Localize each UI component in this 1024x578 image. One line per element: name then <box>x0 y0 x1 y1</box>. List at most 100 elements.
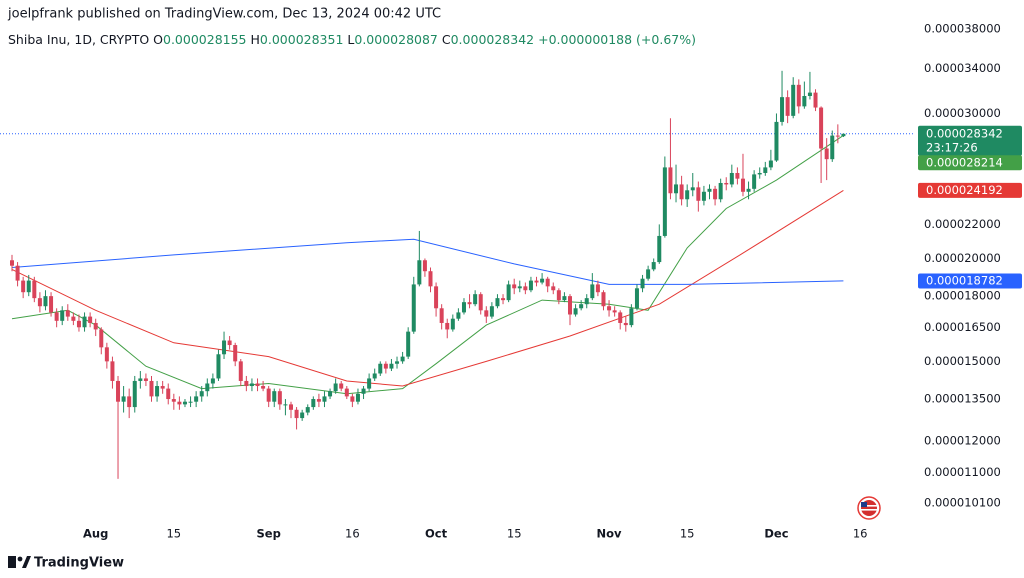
candle-body <box>685 190 690 200</box>
candle-body <box>835 135 840 137</box>
x-tick-label: 15 <box>166 527 181 541</box>
candle-body <box>54 312 59 321</box>
ma-value-box <box>918 182 1022 198</box>
candle-body <box>674 184 679 194</box>
candle-body <box>707 188 712 192</box>
x-tick-label: 15 <box>507 527 522 541</box>
candle-body <box>43 296 48 307</box>
candle-body <box>49 296 54 313</box>
candle-body <box>495 298 500 307</box>
candle-body <box>819 107 824 149</box>
candle-body <box>37 298 42 307</box>
x-tick-label: 16 <box>853 527 868 541</box>
x-tick-label: Aug <box>83 527 108 541</box>
candle-body <box>478 294 483 311</box>
candle-body <box>65 310 70 317</box>
candle-body <box>177 401 182 405</box>
candle-body <box>534 280 539 283</box>
candle-body <box>501 298 506 301</box>
candle-body <box>824 148 829 160</box>
candle-body <box>780 97 785 122</box>
candle-body <box>768 160 773 168</box>
candle-body <box>696 187 701 201</box>
candle-body <box>528 280 533 291</box>
candle-body <box>383 363 388 369</box>
candle-body <box>99 329 104 348</box>
candle-body <box>400 356 405 362</box>
candle-body <box>238 361 243 381</box>
candle-body <box>406 331 411 357</box>
candle-body <box>222 340 227 355</box>
candle-body <box>807 92 812 97</box>
candle-body <box>422 260 427 272</box>
candle-body <box>690 187 695 191</box>
candle-body <box>166 388 171 400</box>
last-price-label: 0.000028342 <box>926 126 1003 140</box>
x-tick-label: 15 <box>680 527 695 541</box>
y-tick-label: 0.000011000 <box>924 465 1001 479</box>
y-tick-label: 0.000012000 <box>924 434 1001 448</box>
candle-body <box>71 316 76 321</box>
candle-body <box>411 284 416 332</box>
candle-body <box>473 294 478 305</box>
candle-body <box>724 182 729 185</box>
candle-body <box>205 383 210 392</box>
candle-body <box>830 135 835 160</box>
candle-body <box>590 284 595 299</box>
candle-body <box>60 310 65 321</box>
candle-body <box>512 284 517 289</box>
candle-body <box>445 322 450 330</box>
x-tick-label: Oct <box>425 527 448 541</box>
candle-body <box>316 399 321 402</box>
y-tick-label: 0.000034000 <box>924 61 1001 75</box>
candle-body <box>305 407 310 413</box>
candle-body <box>657 235 662 263</box>
candle-body <box>568 296 572 315</box>
x-tick-label: Nov <box>597 527 623 541</box>
candle-body <box>76 320 81 328</box>
candle-body <box>21 280 26 293</box>
y-tick-label: 0.000038000 <box>924 21 1001 35</box>
candle-body <box>361 388 366 394</box>
candle-body <box>434 286 439 309</box>
moving-average <box>11 134 844 395</box>
candle-body <box>311 399 316 408</box>
candle-body <box>171 399 176 402</box>
legend-part: Shiba Inu, 1D, CRYPTO <box>8 32 149 47</box>
candle-body <box>713 188 718 200</box>
candle-body <box>461 302 466 313</box>
legend-part: 0.000028155 <box>163 32 247 47</box>
candle-body <box>701 191 706 201</box>
candle-body <box>272 391 277 402</box>
legend-part: L <box>347 32 354 47</box>
y-tick-label: 0.000013500 <box>924 392 1001 406</box>
candle-body <box>746 188 751 192</box>
candle-body <box>116 380 121 402</box>
candle-body <box>233 345 238 362</box>
candle-body <box>249 383 254 387</box>
candle-body <box>389 363 394 369</box>
candle-body <box>32 280 37 299</box>
candle-body <box>556 290 561 301</box>
candle-body <box>545 278 550 287</box>
y-tick-label: 0.000030000 <box>924 106 1001 120</box>
candle-body <box>26 280 31 293</box>
candle-body <box>355 393 360 402</box>
candle-body <box>579 304 584 309</box>
candle-body <box>244 380 249 387</box>
candle-body <box>634 288 639 309</box>
byline: joelpfrank published on TradingView.com,… <box>7 7 441 22</box>
candle-body <box>551 286 556 291</box>
candle-body <box>333 383 338 392</box>
candle-body <box>484 310 489 317</box>
legend-part: C <box>442 32 451 47</box>
candle-body <box>328 391 333 397</box>
candle-body <box>740 178 745 192</box>
legend-part: H <box>251 32 260 47</box>
candle-body <box>182 401 187 405</box>
ma-value-label: 0.000018782 <box>926 273 1003 287</box>
y-tick-label: 0.000020000 <box>924 251 1001 265</box>
candle-body <box>450 318 455 330</box>
legend-part: 0.000028351 <box>260 32 344 47</box>
plot-area <box>0 70 915 479</box>
